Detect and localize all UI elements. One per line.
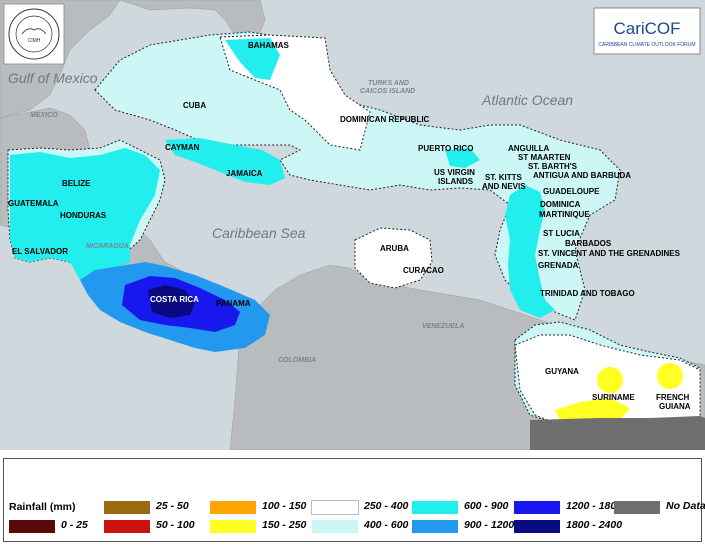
- label-bahamas: BAHAMAS: [248, 41, 290, 50]
- legend-label: No Data: [666, 500, 705, 512]
- rainfall-zone-1800-2400: [148, 285, 195, 318]
- label-atlantic-ocean: Atlantic Ocean: [481, 92, 573, 108]
- zone-600-900-central-america: [10, 148, 160, 280]
- label-us-virgin-islands-1: US VIRGIN: [434, 168, 475, 177]
- label-antigua-barbuda: ANTIGUA AND BARBUDA: [533, 171, 631, 180]
- legend-label: 25 - 50: [156, 500, 189, 512]
- label-trinidad-tobago: TRINIDAD AND TOBAGO: [540, 289, 635, 298]
- label-turks-caicos-1: TURKS AND: [368, 80, 409, 87]
- label-guadeloupe: GUADELOUPE: [543, 187, 600, 196]
- zone-600-900-northern-isl: [445, 148, 480, 168]
- label-panama: PANAMA: [216, 299, 251, 308]
- legend-label: 250 - 400: [364, 500, 409, 512]
- label-gulf-of-mexico: Gulf of Mexico: [8, 70, 98, 86]
- label-french-guiana-1: FRENCH: [656, 393, 690, 402]
- label-turks-caicos-2: CAICOS ISLAND: [360, 88, 415, 95]
- legend-label: 1800 - 2400: [566, 519, 623, 531]
- legend-swatch: [514, 520, 560, 533]
- neighbor-labels: MEXICO NICARAGUA VENEZUELA COLOMBIA TURK…: [30, 80, 464, 364]
- legend-swatch: [312, 520, 358, 533]
- label-nicaragua: NICARAGUA: [86, 243, 129, 250]
- label-venezuela: VENEZUELA: [422, 323, 464, 330]
- caricof-logo: CariCOF CARIBBEAN CLIMATE OUTLOOK FORUM: [593, 7, 701, 55]
- label-st-kitts-2: AND NEVIS: [482, 182, 526, 191]
- legend-swatch: [311, 500, 359, 515]
- label-dominica: DOMINICA: [540, 200, 581, 209]
- caribbean-rainfall-map: Gulf of Mexico Atlantic Ocean Caribbean …: [0, 0, 705, 450]
- legend-swatch: [210, 501, 256, 514]
- zone-150-250-french-guiana: [657, 363, 683, 389]
- label-guyana: GUYANA: [545, 367, 579, 376]
- zone-600-900-lesser-antilles: [505, 185, 555, 318]
- label-colombia: COLOMBIA: [278, 357, 316, 364]
- label-st-kitts-1: ST. KITTS: [485, 173, 523, 182]
- label-french-guiana-2: GUIANA: [659, 402, 691, 411]
- legend-swatch: [514, 501, 560, 514]
- label-martinique: MARTINIQUE: [539, 210, 590, 219]
- label-curacao: CURACAO: [403, 266, 444, 275]
- legend-label: 1200 - 1800: [566, 500, 623, 512]
- label-suriname: SURINAME: [592, 393, 635, 402]
- legend-swatch: [104, 520, 150, 533]
- legend-swatch: [412, 501, 458, 514]
- label-puerto-rico: PUERTO RICO: [418, 144, 473, 153]
- zone-1800-2400-costa-rica: [148, 285, 195, 318]
- label-caribbean-sea: Caribbean Sea: [212, 225, 306, 241]
- label-grenada: GRENADA: [538, 261, 579, 270]
- label-el-salvador: EL SALVADOR: [12, 247, 68, 256]
- label-honduras: HONDURAS: [60, 211, 107, 220]
- label-st-lucia: ST LUCIA: [543, 229, 580, 238]
- sea-labels: Gulf of Mexico Atlantic Ocean Caribbean …: [8, 70, 573, 241]
- label-anguilla: ANGUILLA: [508, 144, 550, 153]
- label-dominican-republic: DOMINICAN REPUBLIC: [340, 115, 430, 124]
- legend-swatch: [104, 501, 150, 514]
- legend-label: 400 - 600: [364, 519, 409, 531]
- label-st-maarten: ST MAARTEN: [518, 153, 571, 162]
- label-costa-rica: COSTA RICA: [150, 295, 199, 304]
- label-st-barths: ST. BARTH'S: [528, 162, 578, 171]
- zone-150-250-suriname-1: [597, 367, 623, 393]
- legend-swatch: [614, 501, 660, 514]
- zone-250-400-aruba-curacao: [354, 227, 433, 289]
- label-st-vincent: ST. VINCENT AND THE GRENADINES: [538, 249, 681, 258]
- label-cayman: CAYMAN: [165, 143, 200, 152]
- label-mexico: MEXICO: [30, 112, 58, 119]
- label-guatemala: GUATEMALA: [8, 199, 59, 208]
- rainfall-legend: Rainfall (mm) 0 - 25 25 - 50 50 - 100 10…: [3, 458, 705, 542]
- legend-label: 0 - 25: [61, 519, 88, 531]
- label-jamaica: JAMAICA: [226, 169, 263, 178]
- legend-swatch: [210, 520, 256, 533]
- no-data-south: [530, 416, 705, 450]
- no-data-area: [530, 416, 705, 450]
- legend-label: 150 - 250: [262, 519, 307, 531]
- zone-600-900-cayman: [165, 138, 285, 185]
- legend-title: Rainfall (mm): [9, 501, 76, 513]
- caricof-logo-subtitle: CARIBBEAN CLIMATE OUTLOOK FORUM: [598, 42, 695, 48]
- zone-600-900-bahamas: [225, 38, 280, 80]
- caricof-logo-name: CariCOF: [613, 19, 680, 38]
- label-aruba: ARUBA: [380, 244, 409, 253]
- cimh-seal: CIMH: [3, 3, 65, 65]
- rainfall-zone-150-250: [555, 363, 683, 422]
- legend-swatch: [412, 520, 458, 533]
- label-belize: BELIZE: [62, 179, 91, 188]
- seal-text: CIMH: [28, 38, 41, 44]
- label-barbados: BARBADOS: [565, 239, 612, 248]
- legend-swatch: [9, 520, 55, 533]
- legend-label: 50 - 100: [156, 519, 195, 531]
- legend-label: 600 - 900: [464, 500, 509, 512]
- legend-label: 100 - 150: [262, 500, 307, 512]
- legend-label: 900 - 1200: [464, 519, 515, 531]
- zone-150-250-suriname-2: [555, 398, 630, 422]
- label-cuba: CUBA: [183, 101, 206, 110]
- rainfall-zone-600-900: [10, 38, 555, 318]
- label-us-virgin-islands-2: ISLANDS: [438, 177, 474, 186]
- region-labels: BAHAMAS CUBA CAYMAN JAMAICA DOMINICAN RE…: [8, 41, 691, 411]
